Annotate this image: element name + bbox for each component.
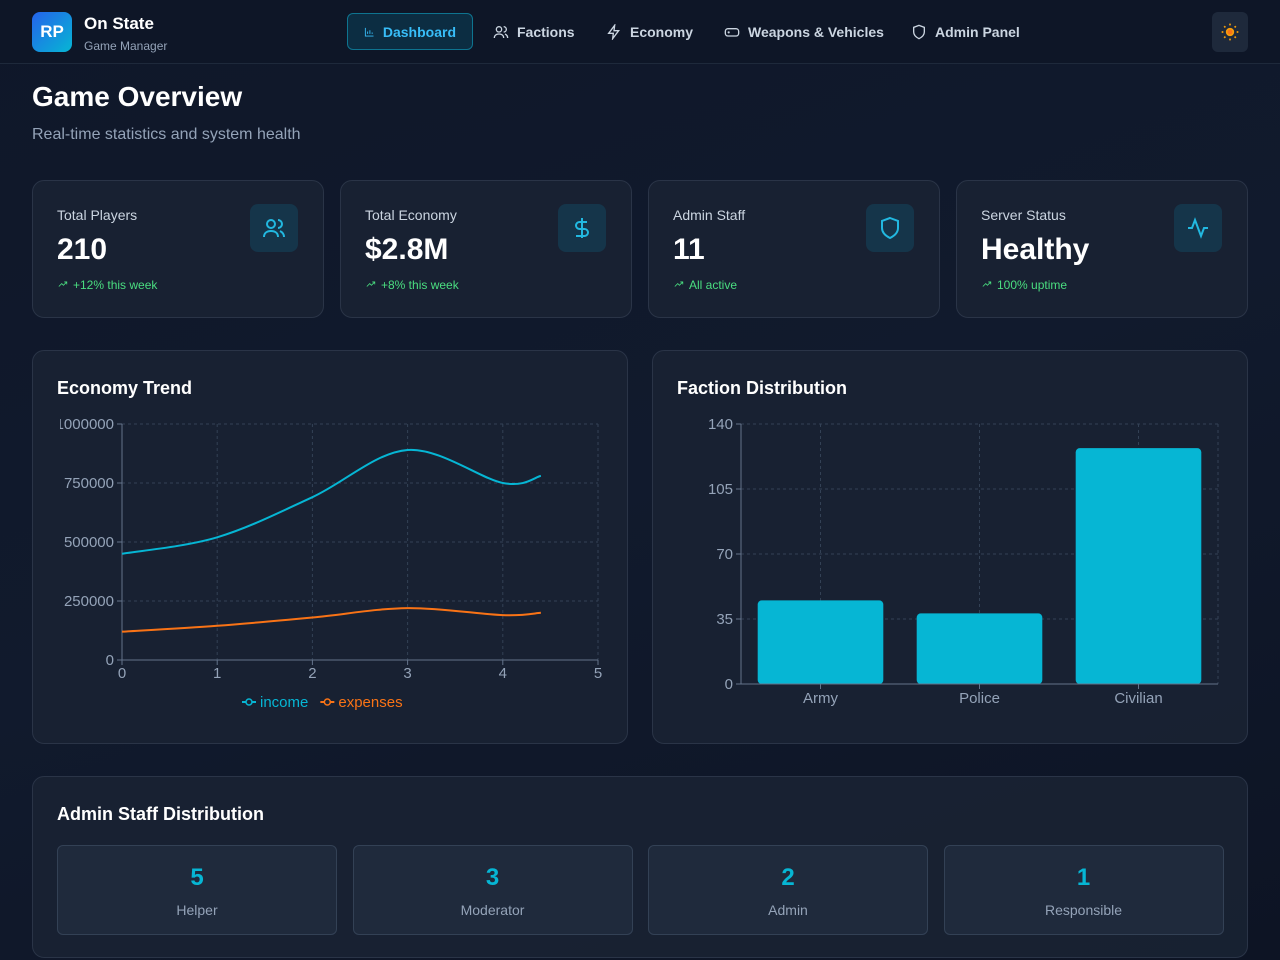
bar-chart: 0 35 70 105 140 Army Police Civilian <box>708 416 1219 707</box>
role-label: Helper <box>176 902 218 918</box>
page-subtitle: Real-time statistics and system health <box>32 126 301 143</box>
role-label: Responsible <box>1044 902 1123 918</box>
stat-change-text: +8% this week <box>381 278 459 292</box>
stat-value: 11 <box>673 233 705 266</box>
section-title: Admin Staff Distribution <box>57 804 264 824</box>
stat-change-text: +12% this week <box>73 278 158 292</box>
bar <box>1075 448 1202 684</box>
nav-item[interactable]: Admin Panel <box>895 13 1036 50</box>
x-tick-label: 5 <box>594 665 602 682</box>
icon <box>263 219 285 238</box>
stat-change: +12% this week <box>57 278 157 292</box>
icon <box>1188 217 1208 239</box>
line-series <box>121 607 541 633</box>
x-tick-label: 4 <box>499 665 507 682</box>
header <box>0 0 1280 64</box>
logo[interactable]: RP <box>32 12 72 52</box>
nav-item[interactable]: Factions <box>477 13 591 50</box>
role-count: 2 <box>781 864 795 891</box>
legend-label: expenses <box>338 694 402 711</box>
y-tick-label: 0 <box>725 676 733 693</box>
role-label: Moderator <box>460 902 525 918</box>
y-tick-label: 105 <box>708 481 733 498</box>
nav-label: Weapons & Vehicles <box>748 23 884 40</box>
icon <box>575 218 589 238</box>
stat-value: Healthy <box>981 233 1090 266</box>
x-tick-label: 3 <box>403 665 411 682</box>
icon <box>881 216 899 240</box>
chart-title: Faction Distribution <box>677 378 847 398</box>
bar <box>916 613 1043 684</box>
stat-icon <box>1174 204 1222 252</box>
stat-change: All active <box>673 278 737 292</box>
role-count: 3 <box>485 864 500 891</box>
stat-icon <box>866 204 914 252</box>
role-card: 2 Admin <box>648 845 928 935</box>
chart-card <box>32 350 628 744</box>
stat-label: Total Players <box>57 207 138 223</box>
stat-change-text: 100% uptime <box>997 278 1068 292</box>
trend-icon <box>58 281 68 287</box>
role-count: 5 <box>190 864 204 891</box>
y-tick-label: 250000 <box>64 593 114 610</box>
y-tick-label: 1000000 <box>60 416 114 433</box>
stat-change: +8% this week <box>365 278 459 292</box>
trend-icon <box>366 281 376 287</box>
stat-value: 210 <box>57 233 108 266</box>
nav-item[interactable]: Economy <box>590 13 709 50</box>
app-subtitle: Game Manager <box>84 39 168 53</box>
y-tick-label: 500000 <box>64 534 114 551</box>
line-chart: 0 250000 500000 750000 1000000 0 1 2 3 4 5 income ex… <box>60 416 602 711</box>
y-tick-label: 35 <box>716 611 733 628</box>
x-tick-label: 1 <box>213 665 221 682</box>
nav-item[interactable]: Weapons & Vehicles <box>708 13 900 50</box>
stat-change-text: All active <box>689 278 738 292</box>
theme-toggle[interactable] <box>1212 12 1248 52</box>
x-tick-label: 2 <box>308 665 316 682</box>
role-count: 1 <box>1076 864 1091 891</box>
legend-label: income <box>260 694 308 711</box>
stat-icon <box>250 204 298 252</box>
role-card: 3 Moderator <box>352 845 633 935</box>
nav-item[interactable]: Dashboard <box>347 13 473 50</box>
y-tick-label: 70 <box>716 546 733 563</box>
legend-swatch <box>245 698 253 706</box>
role-card: 5 Helper <box>57 845 337 935</box>
y-tick-label: 750000 <box>64 475 114 492</box>
x-tick-label: 0 <box>118 665 126 682</box>
nav-label: Economy <box>630 23 694 40</box>
stat-label: Admin Staff <box>673 207 746 223</box>
legend-swatch <box>323 698 332 706</box>
x-tick-label: Police <box>959 690 1000 707</box>
stat-label: Server Status <box>981 207 1066 223</box>
nav-label: Admin Panel <box>935 23 1020 40</box>
trend-icon <box>982 281 992 287</box>
stat-label: Total Economy <box>365 207 457 223</box>
chart-title: Economy Trend <box>57 378 193 398</box>
app-title: On State <box>84 14 154 33</box>
y-tick-label: 0 <box>106 652 114 669</box>
nav-label: Dashboard <box>382 23 456 40</box>
role-label: Admin <box>768 902 808 918</box>
stat-icon <box>558 204 606 252</box>
line-series <box>121 448 542 555</box>
page-title: Game Overview <box>32 81 243 112</box>
stat-change: 100% uptime <box>981 278 1067 292</box>
role-card: 1 Responsible <box>943 845 1224 935</box>
x-tick-label: Civilian <box>1114 690 1162 707</box>
x-tick-label: Army <box>803 690 838 707</box>
nav-label: Factions <box>517 23 575 40</box>
bar <box>757 600 884 684</box>
y-tick-label: 140 <box>708 416 733 433</box>
stat-value: $2.8M <box>365 233 449 266</box>
trend-icon <box>674 281 684 287</box>
